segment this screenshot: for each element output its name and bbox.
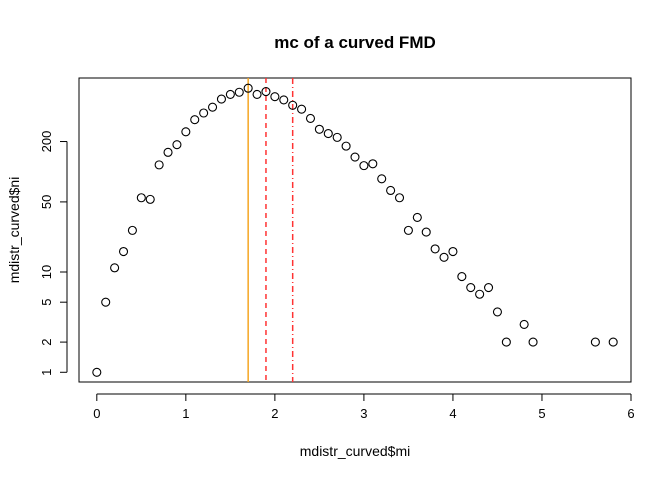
data-point (430, 244, 440, 254)
data-point (350, 152, 360, 162)
x-tick-label: 2 (271, 406, 278, 421)
data-point (127, 225, 137, 235)
reference-lines (247, 78, 294, 382)
data-point (421, 227, 431, 237)
y-tick-label: 10 (39, 265, 54, 279)
data-point (528, 337, 538, 347)
data-point (519, 319, 529, 329)
data-point (225, 89, 235, 99)
data-point (190, 115, 200, 125)
data-point (243, 83, 253, 93)
data-point (466, 282, 476, 293)
data-point (368, 159, 378, 169)
data-point (439, 252, 449, 262)
data-point (288, 100, 298, 110)
x-tick-label: 1 (182, 406, 189, 421)
data-point (181, 127, 191, 137)
data-point (377, 174, 387, 184)
data-point (252, 89, 262, 99)
x-tick-label: 4 (449, 406, 456, 421)
data-point (403, 225, 413, 235)
data-points (92, 83, 618, 377)
y-tick-label: 50 (39, 195, 54, 209)
data-point (305, 113, 316, 123)
data-point (483, 282, 494, 293)
data-point (412, 212, 422, 222)
data-point (261, 87, 271, 97)
data-point (332, 132, 342, 142)
x-tick-label: 5 (538, 406, 545, 421)
data-point (154, 160, 164, 170)
y-tick-label: 5 (39, 299, 54, 306)
data-point (216, 94, 227, 104)
data-point (163, 147, 173, 157)
data-point (199, 108, 209, 118)
data-point (394, 193, 405, 203)
data-point (475, 289, 485, 299)
data-point (234, 87, 244, 97)
x-tick-label: 0 (93, 406, 100, 421)
y-tick-label: 1 (39, 369, 54, 376)
data-point (279, 95, 289, 105)
data-point (386, 185, 396, 196)
data-point (323, 129, 333, 139)
data-point (608, 337, 618, 347)
data-point (448, 246, 458, 257)
data-point (501, 337, 511, 347)
chart-title: mc of a curved FMD (274, 33, 436, 52)
data-point (145, 194, 155, 204)
data-point (101, 297, 111, 307)
data-point (136, 193, 146, 203)
y-axis: 1 2 5 10 50 200 (39, 131, 68, 376)
data-point (341, 141, 351, 151)
data-point (457, 272, 467, 282)
data-point (92, 367, 102, 377)
data-point (270, 92, 280, 102)
y-axis-label: mdistr_curved$ni (6, 177, 22, 284)
y-tick-label: 2 (39, 338, 54, 345)
x-tick-label: 6 (627, 406, 634, 421)
data-point (118, 246, 129, 257)
plot-frame (78, 77, 632, 383)
data-point (314, 124, 324, 134)
data-point (110, 263, 120, 273)
data-point (172, 140, 182, 150)
data-point (590, 337, 600, 347)
y-tick-label: 200 (39, 131, 54, 153)
data-point (207, 102, 218, 112)
data-point (359, 161, 369, 171)
data-point (492, 307, 503, 317)
data-point (297, 104, 307, 114)
x-axis-label: mdistr_curved$mi (300, 443, 410, 459)
x-axis: 0 1 2 3 4 5 6 (93, 393, 635, 421)
x-tick-label: 3 (360, 406, 367, 421)
